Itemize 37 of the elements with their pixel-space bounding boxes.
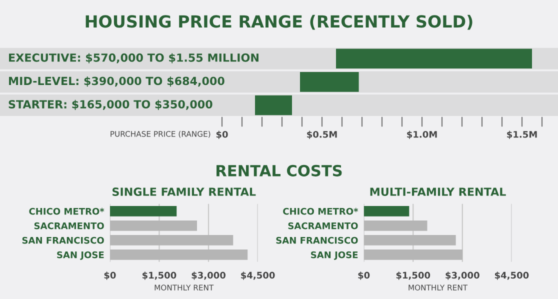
y-tick-label: SAN JOSE [57, 251, 104, 260]
bar [255, 95, 292, 116]
bar [110, 234, 234, 246]
x-tick-label: $1.0M [407, 130, 437, 139]
y-tick-label: EXECUTIVE: $570,000 TO $1.55 MILLION [9, 53, 258, 64]
chart-title: HOUSING PRICE RANGE (RECENTLY SOLD) [86, 14, 472, 30]
x-tick-label: $1,500 [396, 272, 430, 280]
x-tick-label: $1.5M [507, 130, 537, 139]
chart-subtitle: SINGLE FAMILY RENTAL [112, 188, 256, 196]
y-tick-label: SACRAMENTO [34, 222, 104, 230]
x-tick-label: $4,500 [494, 272, 529, 280]
x-tick-label: $0 [216, 130, 228, 139]
y-tick-label: CHICO METRO* [283, 208, 358, 215]
y-tick-label: SAN FRANCISCO [22, 236, 104, 244]
x-tick-label: $4,500 [241, 272, 275, 280]
bar [110, 206, 177, 216]
x-tick-label: $0.5M [307, 130, 337, 139]
y-tick-label: SAN JOSE [311, 251, 358, 260]
x-tick-label: $0 [104, 272, 116, 280]
bar [364, 206, 410, 216]
chart-subtitle: MULTI-FAMILY RENTAL [370, 188, 506, 196]
bar [364, 234, 456, 246]
x-tick-label: $1,500 [142, 272, 176, 280]
x-tick-label: $3,000 [192, 272, 226, 280]
y-tick-label: SACRAMENTO [288, 222, 358, 230]
chart-title: RENTAL COSTS [216, 164, 342, 176]
y-tick-label: MID-LEVEL: $390,000 TO $684,000 [9, 76, 224, 87]
bar [300, 72, 359, 92]
bar [110, 220, 198, 231]
bar [364, 220, 428, 231]
y-tick-label: SAN FRANCISCO [276, 236, 358, 244]
bar [110, 249, 248, 260]
y-tick-label: CHICO METRO* [29, 208, 104, 215]
bar [364, 249, 462, 260]
x-tick-label: $0 [358, 272, 370, 280]
x-tick-label: $3,000 [446, 272, 480, 280]
y-tick-label: STARTER: $165,000 TO $350,000 [8, 100, 212, 110]
